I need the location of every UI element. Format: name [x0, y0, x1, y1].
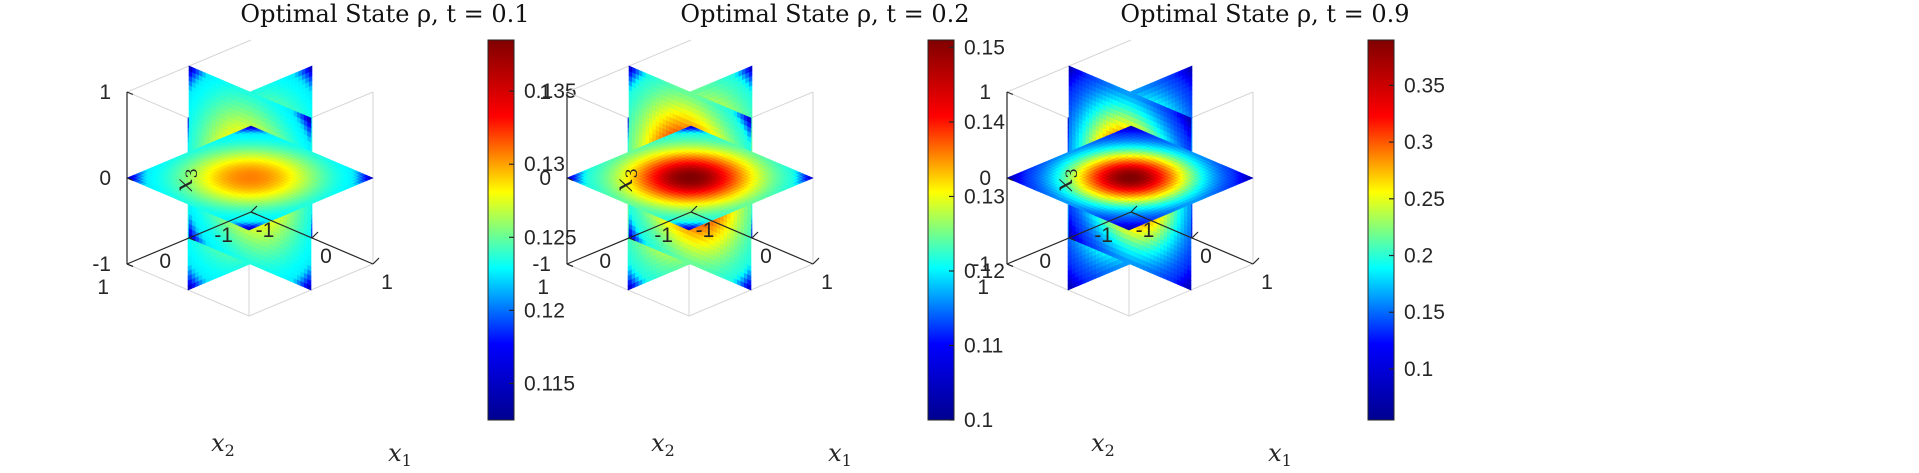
plot-panel-2: Optimal State ρ, t = 0.2 -1 -1 -1 0 0 0 1 1 1 x3 x2…: [532, 0, 1005, 470]
x-axis-label: x1: [1268, 439, 1292, 470]
x-tick-label: -1: [256, 219, 275, 242]
colorbar-tick-label: 0.25: [1404, 188, 1445, 211]
plot-panel-1: Optimal State ρ, t = 0.1 -1 -1 -1 0 0 0 1 1 1 x3 x2…: [92, 0, 576, 470]
colorbar-tick-label: 0.11: [964, 334, 1003, 357]
z-tick-mark: [566, 177, 574, 182]
colorbar-tick-label: 0.14: [964, 111, 1005, 134]
y-tick-label: -1: [1094, 224, 1113, 247]
x-tick-mark: [690, 205, 698, 213]
colorbar-tick-label: 0.12: [524, 299, 565, 322]
colorbar-tick-label: 0.15: [1404, 301, 1445, 324]
colorbar: 0.115 0.12 0.125 0.13 0.135: [487, 39, 577, 421]
x-tick-mark: [812, 257, 820, 265]
y-tick-label: -1: [214, 224, 233, 247]
x-tick-label: 0: [1200, 245, 1212, 268]
x-tick-label: -1: [696, 219, 715, 242]
z-tick-label: 0: [539, 167, 551, 190]
x-tick-label: 1: [381, 271, 393, 294]
y-tick-label: 1: [97, 276, 109, 299]
y-tick-mark: [628, 237, 636, 242]
y-axis-label: x2: [1091, 429, 1115, 460]
slice-planes: [1006, 65, 1254, 291]
y-tick-mark: [188, 237, 196, 242]
x-tick-mark: [1252, 257, 1260, 265]
colorbar-tick-label: 0.115: [524, 372, 575, 395]
x-tick-mark: [311, 231, 319, 239]
y-tick-label: 0: [599, 250, 611, 273]
z-tick-label: -1: [972, 253, 991, 276]
z-tick-label: 0: [979, 167, 991, 190]
z-tick-mark: [1006, 177, 1014, 182]
z-tick-label: 1: [539, 81, 551, 104]
x-axis-label: x1: [828, 439, 852, 470]
colorbar-tick-label: 0.125: [524, 226, 577, 249]
colorbar-tick-label: 0.13: [964, 185, 1005, 208]
y-tick-mark: [250, 211, 258, 216]
y-tick-mark: [690, 211, 698, 216]
colorbar-tick-label: 0.1: [1404, 358, 1433, 381]
plot-panel-3: Optimal State ρ, t = 0.9 -1 -1 -1 0 0 0 1 1 1 x3 x2…: [972, 0, 1445, 470]
colorbar-gradient: [487, 39, 515, 421]
z-tick-mark: [126, 91, 134, 96]
x-tick-label: 0: [760, 245, 772, 268]
x-tick-mark: [1191, 231, 1199, 239]
z-tick-label: -1: [532, 253, 551, 276]
tick-labels: -1 -1 -1 0 0 0 1 1 1: [532, 81, 833, 299]
y-tick-mark: [1068, 237, 1076, 242]
x-tick-mark: [250, 205, 258, 213]
chart-title: Optimal State ρ, t = 0.2: [680, 0, 969, 28]
colorbar-tick-label: 0.13: [524, 153, 565, 176]
y-tick-mark: [566, 263, 574, 268]
y-tick-label: 1: [537, 276, 549, 299]
colorbar-gradient: [927, 39, 955, 421]
z-tick-mark: [126, 177, 134, 182]
slice-planes: [566, 65, 814, 291]
z-tick-label: -1: [92, 253, 111, 276]
x-tick-label: 1: [1261, 271, 1273, 294]
z-tick-label: 1: [99, 81, 111, 104]
z-tick-label: 1: [979, 81, 991, 104]
x-tick-mark: [751, 231, 759, 239]
colorbar-tick-label: 0.35: [1404, 74, 1445, 97]
x-tick-label: 0: [320, 245, 332, 268]
colorbar: 0.1 0.15 0.2 0.25 0.3 0.35: [1367, 39, 1445, 421]
z-axis-label: x3: [1050, 168, 1081, 192]
x-tick-label: -1: [1136, 219, 1155, 242]
chart-title: Optimal State ρ, t = 0.9: [1120, 0, 1409, 28]
y-tick-label: 0: [159, 250, 171, 273]
chart-title: Optimal State ρ, t = 0.1: [240, 0, 529, 28]
x-tick-mark: [1130, 205, 1138, 213]
colorbar-gradient: [1367, 39, 1395, 421]
x-tick-mark: [372, 257, 380, 265]
z-tick-mark: [1006, 91, 1014, 96]
colorbar-tick-label: 0.12: [964, 260, 1005, 283]
colorbar-tick-label: 0.2: [1404, 245, 1433, 268]
z-tick-mark: [566, 91, 574, 96]
colorbar-tick-label: 0.135: [524, 80, 577, 103]
colorbar-tick-label: 0.3: [1404, 131, 1433, 154]
y-axis-label: x2: [211, 429, 235, 460]
z-tick-label: 0: [99, 167, 111, 190]
colorbar-tick-label: 0.15: [964, 36, 1005, 59]
x-axis-label: x1: [388, 439, 412, 470]
y-tick-label: 0: [1039, 250, 1051, 273]
y-tick-label: 1: [977, 276, 989, 299]
y-tick-mark: [1006, 263, 1014, 268]
y-tick-mark: [1130, 211, 1138, 216]
tick-labels: -1 -1 -1 0 0 0 1 1 1: [92, 81, 393, 299]
z-axis-label: x3: [610, 168, 641, 192]
y-axis-label: x2: [651, 429, 675, 460]
colorbar-tick-label: 0.1: [964, 409, 993, 432]
z-axis-label: x3: [170, 168, 201, 192]
x-tick-label: 1: [821, 271, 833, 294]
tick-labels: -1 -1 -1 0 0 0 1 1 1: [972, 81, 1273, 299]
y-tick-label: -1: [654, 224, 673, 247]
colorbar: 0.1 0.11 0.12 0.13 0.14 0.15: [927, 36, 1005, 432]
y-tick-mark: [126, 263, 134, 268]
